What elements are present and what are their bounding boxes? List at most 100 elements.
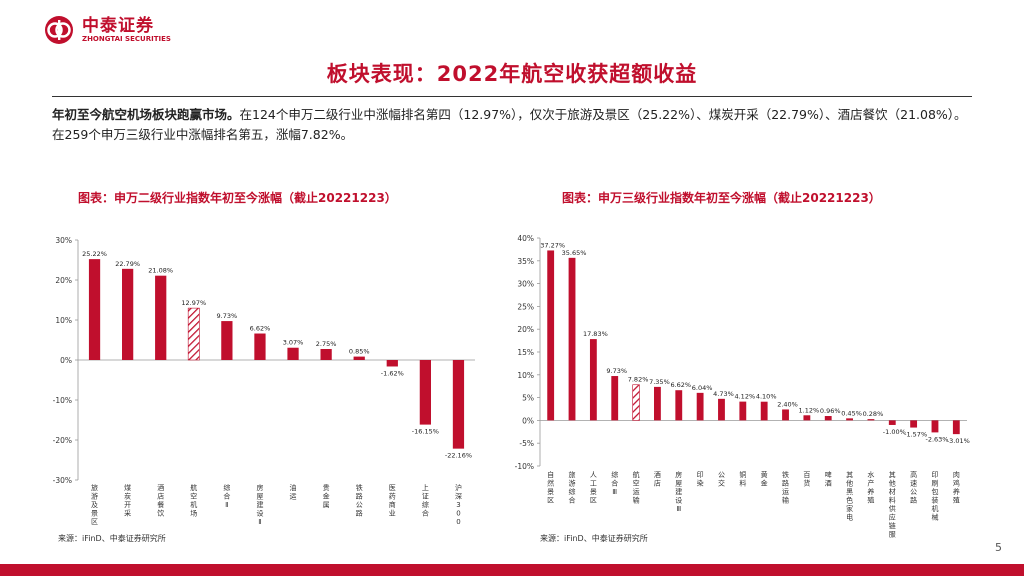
- category-char: 店: [157, 492, 164, 501]
- chart2-data-label: 1.12%: [799, 406, 820, 414]
- category-char: 场: [190, 509, 197, 518]
- category-char: Ⅲ: [612, 488, 617, 496]
- category-char: 游: [91, 492, 98, 501]
- category-char: 区: [590, 497, 597, 505]
- brand-name-en: ZHONGTAI SECURITIES: [82, 34, 171, 43]
- category-char: 械: [931, 513, 938, 522]
- category-char: 0: [456, 518, 460, 526]
- category-char: 他: [889, 479, 896, 488]
- category-char: 铁: [356, 483, 363, 492]
- category-char: 机: [931, 504, 938, 513]
- chart2-category-label: 印刷包装机械: [931, 471, 938, 522]
- category-char: 电: [846, 513, 853, 522]
- category-char: 店: [654, 479, 661, 488]
- chart2-bar: [888, 420, 896, 425]
- category-char: 景: [590, 488, 597, 496]
- category-char: 产: [867, 479, 874, 488]
- chart2-ytick-label: 0%: [522, 416, 534, 425]
- chart2-data-label: 9.73%: [606, 367, 627, 375]
- intro-paragraph: 年初至今航空机场板块跑赢市场。在124个申万二级行业中涨幅排名第四（12.97%…: [52, 105, 976, 145]
- chart1-ytick-label: 20%: [55, 276, 72, 285]
- title-divider: [52, 96, 972, 97]
- category-char: 酒: [825, 480, 832, 488]
- chart2-data-label: 0.28%: [863, 410, 884, 418]
- category-char: 铁: [782, 470, 789, 479]
- chart2-ytick-label: 25%: [517, 302, 534, 311]
- chart2-bar: [846, 418, 853, 421]
- category-char: 料: [889, 496, 896, 505]
- category-char: 商: [389, 500, 396, 509]
- category-char: 黄: [761, 470, 768, 479]
- category-char: 公: [356, 501, 363, 509]
- chart2-data-label: 6.62%: [670, 381, 691, 389]
- chart2-category-label: 铜料: [739, 470, 746, 488]
- chart2-ytick-label: -10%: [515, 462, 534, 471]
- category-char: 服: [889, 531, 896, 539]
- chart1-bar: [353, 356, 365, 360]
- category-char: 输: [633, 496, 640, 505]
- chart2-data-label: -3.01%: [947, 437, 970, 445]
- category-char: 酒: [157, 484, 164, 492]
- page-title: 板块表现：2022年航空收获超额收益: [326, 62, 698, 86]
- intro-text: 在124个申万二级行业中涨幅排名第四（12.97%），仅次于旅游及景区（25.2…: [52, 107, 967, 142]
- chart2-bar: [611, 376, 619, 421]
- category-char: 房: [675, 470, 682, 479]
- chart2-category-label: 铁路运输: [782, 470, 789, 505]
- category-char: 0: [456, 510, 460, 518]
- category-char: 综: [611, 470, 618, 479]
- category-char: 染: [697, 479, 704, 488]
- chart1-data-label: 25.22%: [82, 250, 107, 258]
- chart2-data-label: 0.45%: [841, 409, 862, 417]
- category-char: 殖: [953, 496, 960, 505]
- chart1-ytick-label: -10%: [53, 396, 72, 405]
- chart2-category-label: 航空运输: [633, 470, 640, 505]
- chart2-category-label: 水产养殖: [867, 470, 874, 505]
- chart1-title: 图表：申万二级行业指数年初至今涨幅（截止20221223）: [78, 191, 397, 205]
- chart2-category-label: 公交: [718, 471, 725, 488]
- chart1-bar: [287, 347, 299, 360]
- footer-bar: [0, 564, 1024, 576]
- chart2-category-label: 酒店: [654, 471, 661, 488]
- chart1-data-label: 22.79%: [115, 260, 140, 268]
- category-char: 开: [124, 501, 131, 509]
- chart2-category-label: 综合 Ⅲ: [611, 470, 618, 496]
- category-char: 区: [547, 497, 554, 505]
- chart1-bar: [320, 349, 332, 360]
- chart1-data-label: 21.08%: [148, 267, 173, 275]
- category-char: 啤: [825, 470, 832, 479]
- chart1-data-label: -1.62%: [381, 369, 404, 377]
- chart1-bar: [386, 360, 398, 367]
- chart2-bar: [675, 390, 683, 421]
- category-char: 运: [633, 488, 640, 496]
- category-char: 餐: [157, 500, 164, 509]
- chart2-ytick-label: -5%: [519, 439, 534, 448]
- category-char: 航: [190, 483, 197, 492]
- chart2-category-label: 啤酒: [825, 470, 832, 488]
- chart1-ytick-label: 10%: [55, 316, 72, 325]
- category-char: 路: [910, 496, 917, 505]
- category-char: 链: [889, 521, 896, 530]
- chart2-data-label: 35.65%: [562, 249, 587, 257]
- chart1-bar: [122, 268, 134, 360]
- category-char: 设: [675, 496, 682, 505]
- chart2-category-label: 高速公路: [910, 470, 917, 505]
- chart1-category-label: 酒店餐饮: [157, 484, 164, 518]
- chart2-ytick-label: 30%: [517, 280, 534, 289]
- category-char: 印: [931, 471, 938, 479]
- category-char: 饮: [157, 509, 164, 518]
- category-char: 自: [547, 470, 554, 479]
- chart1-data-label: -16.15%: [412, 428, 439, 436]
- category-char: 速: [910, 480, 917, 488]
- chart1-category-label: 旅游及景区: [91, 483, 98, 526]
- chart2-ytick-label: 35%: [517, 257, 534, 266]
- chart1-category-label: 综合 Ⅱ: [223, 483, 230, 509]
- chart1-category-label: 沪深 3 0 0: [455, 483, 462, 526]
- chart1-ytick-label: 0%: [60, 356, 72, 365]
- category-char: 印: [697, 471, 704, 479]
- chart2-title: 图表：申万三级行业指数年初至今涨幅（截止20221223）: [562, 191, 881, 205]
- chart1-svg: 30% 20% 10% 0% -10% -20% -30% 25.22% 旅游及景区 22.79%…: [53, 236, 475, 526]
- category-char: 刷: [931, 480, 938, 488]
- chart1-ytick-label: -20%: [53, 436, 72, 445]
- category-char: 贵: [323, 483, 330, 492]
- chart2-data-label: 4.12%: [734, 393, 755, 401]
